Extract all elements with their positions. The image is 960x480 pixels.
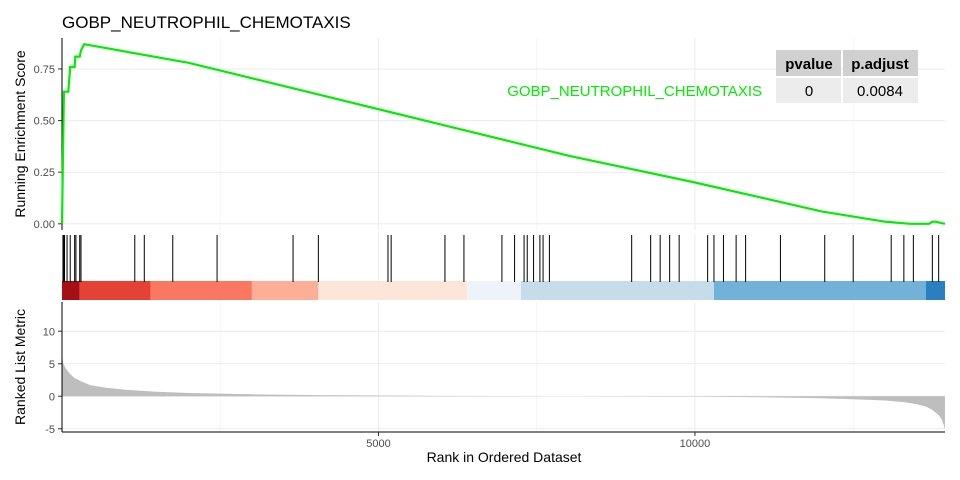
rank-band-6 — [520, 281, 714, 300]
running-score-y-tick-label-3: 0.75 — [34, 64, 55, 76]
metric-y-tick-label-0: -5 — [45, 424, 55, 436]
x-tick-label-1: 10000 — [680, 438, 711, 450]
stats-header-pvalue: pvalue — [785, 56, 833, 73]
running-score-panel: 0.00 0.25 0.50 0.75 GOBP_NEUTROPHIL_CHEMOTA… — [34, 38, 946, 231]
stats-value-cell-padjust — [843, 78, 918, 103]
rank-band-2 — [150, 281, 252, 300]
chart-title: GOBP_NEUTROPHIL_CHEMOTAXIS — [62, 13, 351, 32]
rank-band-8 — [926, 281, 945, 300]
metric-y-tick-label-1: 0 — [49, 391, 55, 403]
running-score-y-label: Running Enrichment Score — [12, 50, 28, 218]
ranked-metric-panel: -5 0 5 10 5000 10000 — [43, 302, 945, 450]
stats-table: pvalue p.adjust 0 0.0084 — [776, 50, 918, 103]
ranked-metric-area — [62, 354, 945, 429]
x-tick-label-0: 5000 — [366, 438, 390, 450]
rank-band-5 — [467, 281, 521, 300]
gene-hits-panel — [62, 233, 945, 300]
ranked-metric-y-label: Ranked List Metric — [12, 309, 28, 425]
rank-band-7 — [713, 281, 927, 300]
stats-value-pvalue: 0 — [805, 83, 813, 100]
rank-band-1 — [79, 281, 151, 300]
x-axis-label: Rank in Ordered Dataset — [427, 449, 582, 465]
stats-header-cell-padjust — [843, 50, 918, 76]
stats-header-cell-pvalue — [776, 50, 841, 76]
running-score-y-tick-label-0: 0.00 — [34, 219, 55, 231]
rank-band-4 — [318, 281, 468, 300]
rank-band-3 — [251, 281, 319, 300]
running-score-y-tick-label-2: 0.50 — [34, 116, 55, 128]
stats-header-padjust: p.adjust — [851, 56, 909, 73]
stats-value-padjust: 0.0084 — [857, 83, 903, 100]
running-score-line — [60, 42, 946, 225]
running-score-y-tick-label-1: 0.25 — [34, 167, 55, 179]
metric-y-tick-label-3: 10 — [43, 326, 55, 338]
stats-value-cell-pvalue — [776, 78, 841, 103]
series-label: GOBP_NEUTROPHIL_CHEMOTAXIS — [507, 83, 762, 100]
metric-y-tick-label-2: 5 — [49, 359, 55, 371]
rank-band-0 — [62, 281, 80, 300]
